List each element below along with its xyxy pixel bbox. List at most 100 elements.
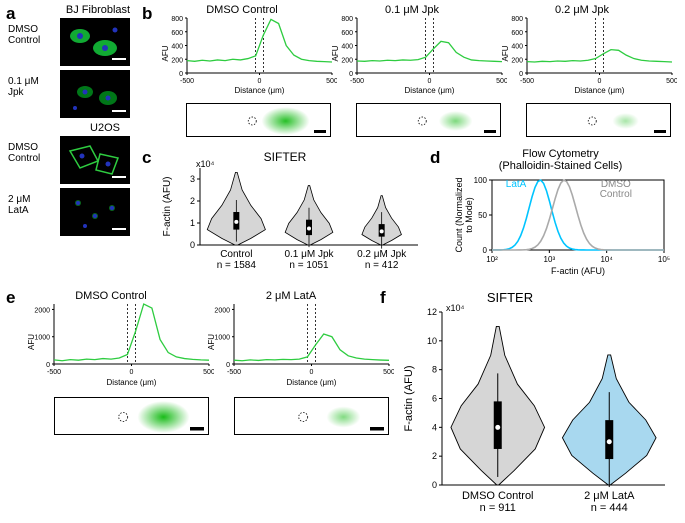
svg-text:6: 6 — [432, 394, 437, 404]
svg-text:Distance (μm): Distance (μm) — [107, 378, 157, 387]
svg-text:800: 800 — [171, 16, 183, 23]
svg-text:1000: 1000 — [214, 335, 230, 342]
svg-text:0: 0 — [598, 78, 602, 85]
svg-text:0: 0 — [483, 246, 488, 255]
panel-a-row4: 2 μM LatA — [8, 194, 30, 216]
panel-label-a: a — [6, 4, 15, 24]
panel-e-plot-0: 010002000-5000500AFUDistance (μm) — [26, 302, 214, 394]
svg-text:500: 500 — [666, 78, 677, 85]
svg-text:-500: -500 — [520, 78, 534, 85]
micrograph-bj-jpk — [60, 70, 130, 118]
panel-b-plot-1: 0200400600800-5000500AFUDistance (μm) — [332, 16, 507, 101]
svg-text:2: 2 — [432, 451, 437, 461]
svg-text:F-actin (AFU): F-actin (AFU) — [162, 177, 173, 237]
svg-text:n = 911: n = 911 — [480, 502, 516, 514]
svg-text:Distance (μm): Distance (μm) — [235, 86, 285, 95]
panel-b-plot-0: 0200400600800-5000500AFUDistance (μm) — [162, 16, 337, 101]
panel-e-blot-1 — [234, 397, 389, 435]
svg-text:Distance (μm): Distance (μm) — [405, 86, 455, 95]
svg-text:200: 200 — [171, 57, 183, 64]
svg-text:12: 12 — [427, 307, 437, 317]
svg-text:-500: -500 — [227, 369, 241, 376]
svg-text:AFU: AFU — [162, 45, 170, 61]
svg-text:0: 0 — [519, 71, 523, 78]
svg-text:0: 0 — [258, 78, 262, 85]
svg-text:100: 100 — [474, 176, 488, 185]
svg-text:-500: -500 — [47, 369, 61, 376]
panel-e-plot-1: 010002000-5000500AFUDistance (μm) — [206, 302, 394, 394]
svg-text:0: 0 — [432, 480, 437, 490]
svg-text:Distance (μm): Distance (μm) — [575, 86, 625, 95]
svg-text:10²: 10² — [486, 255, 498, 264]
panel-b-title-2: 0.2 μM Jpk — [527, 4, 637, 16]
svg-text:800: 800 — [511, 16, 523, 23]
svg-text:200: 200 — [341, 57, 353, 64]
svg-text:4: 4 — [432, 422, 437, 432]
svg-text:AFU: AFU — [502, 45, 510, 61]
panel-d-chart: 05010010²10³10⁴10⁵LatADMSOControlCount (… — [450, 176, 670, 276]
panel-c-chart: 0123x10⁴F-actin (AFU)Controln = 15840.1 … — [158, 160, 423, 275]
panel-label-f: f — [380, 288, 386, 308]
svg-text:600: 600 — [511, 30, 523, 37]
panel-d-title: Flow Cytometry (Phalloidin-Stained Cells… — [468, 148, 653, 172]
svg-text:0.2 μM Jpk: 0.2 μM Jpk — [357, 249, 407, 260]
svg-text:400: 400 — [171, 44, 183, 51]
svg-text:2: 2 — [190, 196, 195, 206]
svg-text:500: 500 — [383, 369, 394, 376]
svg-text:3: 3 — [190, 174, 195, 184]
svg-text:600: 600 — [171, 30, 183, 37]
panel-a-title1: BJ Fibroblast — [58, 4, 138, 16]
svg-text:0.1 μM Jpk: 0.1 μM Jpk — [284, 249, 334, 260]
svg-text:10³: 10³ — [544, 255, 556, 264]
svg-text:0: 0 — [179, 71, 183, 78]
svg-text:0: 0 — [130, 369, 134, 376]
svg-text:2000: 2000 — [214, 307, 230, 314]
svg-text:50: 50 — [478, 211, 487, 220]
panel-label-d: d — [430, 148, 440, 168]
svg-text:n = 412: n = 412 — [365, 260, 399, 271]
panel-a-row2: 0.1 μM Jpk — [8, 76, 39, 98]
svg-text:AFU: AFU — [332, 45, 340, 61]
svg-text:LatA: LatA — [506, 179, 527, 190]
panel-b-blot-0 — [186, 103, 331, 137]
svg-text:1: 1 — [190, 218, 195, 228]
svg-text:-500: -500 — [350, 78, 364, 85]
panel-b-blot-2 — [526, 103, 671, 137]
svg-text:0: 0 — [428, 78, 432, 85]
panel-f-chart: 024681012x10⁴F-actin (AFU)DMSO Controln … — [398, 302, 673, 517]
panel-e-title-0: DMSO Control — [56, 290, 166, 302]
svg-text:F-actin (AFU): F-actin (AFU) — [403, 366, 415, 432]
svg-text:1000: 1000 — [34, 335, 50, 342]
svg-text:F-actin (AFU): F-actin (AFU) — [551, 266, 605, 276]
panel-b-plot-2: 0200400600800-5000500AFUDistance (μm) — [502, 16, 677, 101]
panel-b-blot-1 — [356, 103, 501, 137]
svg-text:Control: Control — [220, 249, 252, 260]
svg-text:x10⁴: x10⁴ — [196, 160, 215, 169]
svg-text:400: 400 — [341, 44, 353, 51]
micrograph-u2os-lata — [60, 188, 130, 236]
svg-text:Control: Control — [600, 189, 632, 200]
panel-label-e: e — [6, 288, 15, 308]
panel-b-title-1: 0.1 μM Jpk — [357, 4, 467, 16]
svg-text:to Mode): to Mode) — [464, 197, 474, 233]
svg-text:600: 600 — [341, 30, 353, 37]
svg-text:x10⁴: x10⁴ — [446, 303, 465, 313]
panel-a-row3: DMSO Control — [8, 142, 40, 164]
svg-text:-500: -500 — [180, 78, 194, 85]
panel-a-row1: DMSO Control — [8, 24, 40, 46]
panel-label-b: b — [142, 4, 152, 24]
svg-text:0: 0 — [310, 369, 314, 376]
svg-text:DMSO Control: DMSO Control — [462, 490, 534, 502]
svg-text:0: 0 — [190, 240, 195, 250]
svg-text:200: 200 — [511, 57, 523, 64]
svg-text:2 μM LatA: 2 μM LatA — [584, 490, 635, 502]
svg-text:10⁵: 10⁵ — [658, 255, 670, 264]
panel-b-title-0: DMSO Control — [187, 4, 297, 16]
svg-text:2000: 2000 — [34, 307, 50, 314]
svg-text:AFU: AFU — [207, 334, 216, 350]
panel-label-c: c — [142, 148, 151, 168]
svg-text:400: 400 — [511, 44, 523, 51]
svg-text:8: 8 — [432, 365, 437, 375]
svg-text:n = 444: n = 444 — [591, 502, 628, 514]
panel-e-title-1: 2 μM LatA — [236, 290, 346, 302]
